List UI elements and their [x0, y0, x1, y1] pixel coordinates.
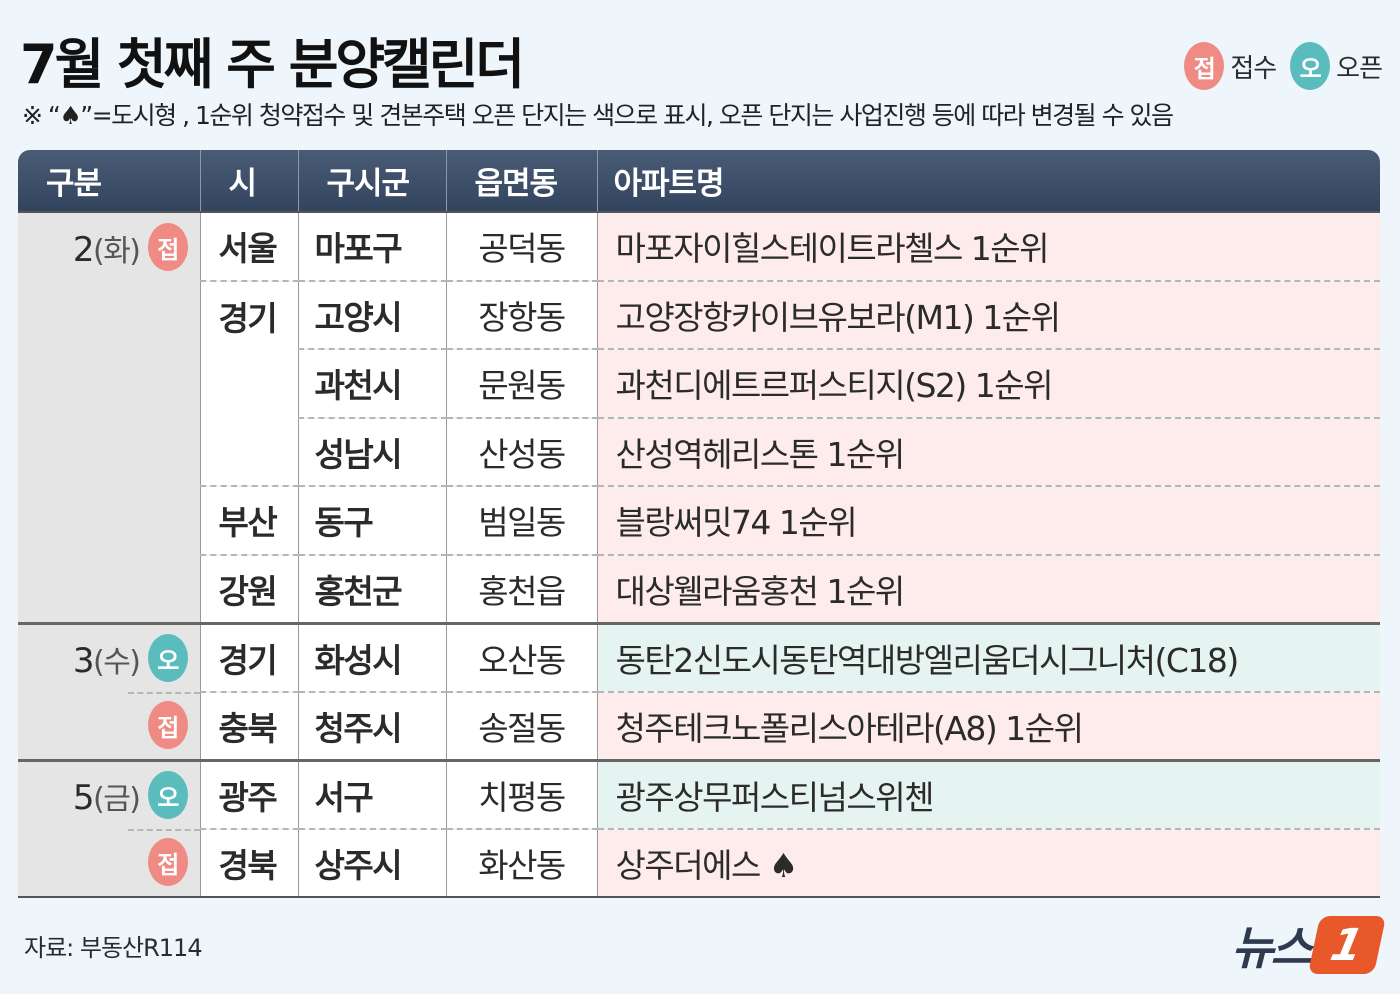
col-header: 구분	[18, 150, 200, 212]
open-badge-icon: 오	[147, 771, 188, 819]
calendar-table: 구분 시 구시군 읍면동 아파트명 2(화) 접 서울 마포구 공덕동 마포자이힐…	[18, 150, 1380, 898]
col-header: 시	[199, 150, 298, 212]
si-cell: 경북	[199, 827, 298, 897]
si-cell: 충북	[199, 690, 298, 760]
gu-cell: 홍천군	[297, 553, 446, 623]
dong-cell: 장항동	[445, 279, 597, 349]
dong-cell: 문원동	[445, 348, 597, 418]
table-row: 과천시 문원동 과천디에트르퍼스티지(S2) 1순위	[18, 348, 1380, 418]
si-cell: 광주	[199, 758, 298, 829]
apt-cell: 동탄2신도시동탄역대방엘리움더시그니처(C18)	[596, 621, 1380, 692]
apt-cell: 대상웰라움홍천 1순위	[596, 553, 1380, 623]
apt-cell: 과천디에트르퍼스티지(S2) 1순위	[596, 348, 1380, 418]
table-header: 구분 시 구시군 읍면동 아파트명	[18, 150, 1380, 212]
table-row: 접 경북 상주시 화산동 상주더에스 ♠	[18, 827, 1380, 897]
apt-cell: 청주테크노폴리스아테라(A8) 1순위	[596, 690, 1380, 760]
si-cell: 경기	[199, 279, 298, 486]
dong-cell: 산성동	[445, 416, 597, 486]
page-title: 7월 첫째 주 분양캘린더	[20, 33, 525, 96]
table-row: 2(화) 접 서울 마포구 공덕동 마포자이힐스테이트라첼스 1순위	[18, 211, 1380, 623]
date-cell: 접	[18, 691, 200, 760]
legend-receipt-label: 접수	[1230, 53, 1277, 84]
open-badge-icon: 오	[147, 634, 188, 682]
dong-cell: 오산동	[445, 621, 597, 692]
receipt-badge-icon: 접	[147, 838, 188, 887]
si-cell: 서울	[199, 211, 298, 281]
col-header: 구시군	[297, 150, 446, 212]
apt-cell: 마포자이힐스테이트라첼스 1순위	[596, 211, 1380, 281]
legend-open-label: 오픈	[1336, 53, 1383, 84]
apt-cell: 광주상무퍼스티넘스위첸	[596, 758, 1380, 829]
receipt-badge-icon: 접	[147, 223, 188, 271]
gu-cell: 서구	[297, 758, 446, 829]
gu-cell: 청주시	[297, 690, 446, 760]
dong-cell: 화산동	[445, 827, 597, 897]
table-row: 경기 고양시 장항동 고양장항카이브유보라(M1) 1순위	[18, 279, 1380, 486]
dong-cell: 치평동	[445, 758, 597, 829]
dong-cell: 범일동	[445, 485, 597, 555]
gu-cell: 고양시	[297, 279, 446, 349]
legend: 접 접수 오 오픈	[1184, 42, 1383, 90]
logo-mark: 1	[1307, 916, 1387, 974]
date-cell: 5(금) 오	[18, 758, 200, 829]
dong-cell: 홍천읍	[445, 553, 597, 623]
logo-text: 뉴스	[1231, 921, 1313, 975]
si-cell: 경기	[199, 621, 298, 692]
si-cell: 부산	[199, 485, 298, 555]
apt-cell: 산성역헤리스톤 1순위	[596, 416, 1380, 486]
table-row: 강원 홍천군 홍천읍 대상웰라움홍천 1순위	[18, 553, 1380, 623]
receipt-badge-icon: 접	[147, 701, 188, 749]
table-row: 5(금) 오 광주 서구 치평동 광주상무퍼스티넘스위첸	[18, 758, 1380, 829]
apt-cell: 고양장항카이브유보라(M1) 1순위	[596, 279, 1380, 349]
dong-cell: 공덕동	[445, 211, 597, 281]
date-cell: 접	[18, 828, 200, 897]
col-header: 아파트명	[596, 150, 1380, 212]
date-cell: 2(화) 접	[18, 211, 200, 623]
open-badge-icon: 오	[1290, 42, 1331, 90]
table-row: 3(수) 오 경기 화성시 오산동 동탄2신도시동탄역대방엘리움더시그니처(C18…	[18, 621, 1380, 692]
gu-cell: 화성시	[297, 621, 446, 692]
receipt-badge-icon: 접	[1184, 42, 1225, 90]
gu-cell: 과천시	[297, 348, 446, 418]
apt-cell: 블랑써밋74 1순위	[596, 485, 1380, 555]
footnote: ※ “♠”=도시형 , 1순위 청약접수 및 견본주택 오픈 단지는 색으로 표…	[22, 101, 1174, 130]
dong-cell: 송절동	[445, 690, 597, 760]
table-row: 부산 동구 범일동 블랑써밋74 1순위	[18, 485, 1380, 555]
date-cell: 3(수) 오	[18, 621, 200, 692]
gu-cell: 성남시	[297, 416, 446, 486]
gu-cell: 마포구	[297, 211, 446, 281]
table-row: 성남시 산성동 산성역헤리스톤 1순위	[18, 416, 1380, 486]
news1-logo: 뉴스 1	[1231, 912, 1387, 978]
si-cell: 강원	[199, 553, 298, 623]
table-row: 접 충북 청주시 송절동 청주테크노폴리스아테라(A8) 1순위	[18, 690, 1380, 760]
source-text: 자료: 부동산R114	[24, 934, 203, 962]
col-header: 읍면동	[445, 150, 597, 212]
apt-cell: 상주더에스 ♠	[596, 827, 1380, 897]
gu-cell: 상주시	[297, 827, 446, 897]
gu-cell: 동구	[297, 485, 446, 555]
